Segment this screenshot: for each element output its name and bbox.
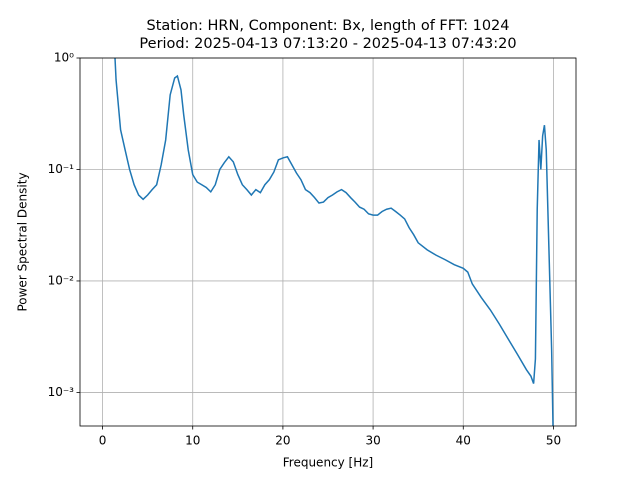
x-axis-label: Frequency [Hz]: [283, 456, 374, 470]
chart-title: Station: HRN, Component: Bx, length of F…: [146, 18, 509, 34]
x-tick-label: 50: [546, 434, 561, 448]
chart-subtitle: Period: 2025-04-13 07:13:20 - 2025-04-13…: [139, 36, 516, 52]
plot-frame: [79, 57, 577, 427]
y-axis-label: Power Spectral Density: [16, 172, 30, 311]
y-tick-label: 10⁰: [54, 51, 74, 65]
x-tick-label: 10: [185, 434, 200, 448]
x-tick-label: 30: [365, 434, 380, 448]
data-line: [114, 58, 554, 426]
x-tick-label: 40: [456, 434, 471, 448]
y-tick-label: 10⁻¹: [48, 162, 75, 176]
x-tick-label: 20: [275, 434, 290, 448]
x-tick-label: 0: [99, 434, 107, 448]
y-tick-label: 10⁻²: [48, 273, 75, 287]
y-tick-label: 10⁻³: [48, 385, 75, 399]
